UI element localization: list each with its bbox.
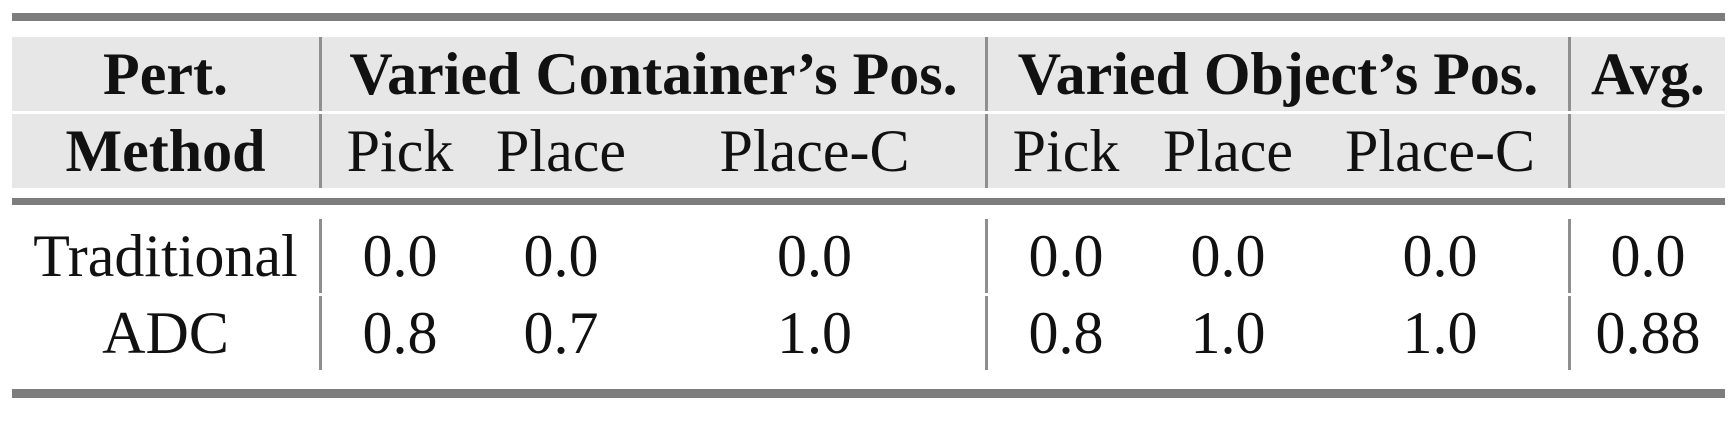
avg-value-cell: 0.0 [1571,219,1725,293]
header-cell-object-group: Varied Object’s Pos. [988,37,1571,111]
value-cell: 0.8 [322,296,478,370]
method-cell: Traditional [12,219,322,293]
bottom-rule [12,389,1725,398]
value-cell: 0.0 [1144,219,1312,293]
header-cell-container-group: Varied Container’s Pos. [322,37,988,111]
subheader-cell-place-1: Place [478,114,644,188]
middle-rule [12,198,1725,205]
table-row-traditional: Traditional 0.0 0.0 0.0 0.0 0.0 0.0 0.0 [12,219,1725,293]
value-cell: 0.0 [988,219,1144,293]
table-header: Pert. Varied Container’s Pos. Varied Obj… [12,34,1725,191]
value-cell: 1.0 [1144,296,1312,370]
subheader-cell-pick-2: Pick [988,114,1144,188]
value-cell: 0.7 [478,296,644,370]
subheader-cell-place-c-1: Place-C [644,114,988,188]
subheader-cell-place-2: Place [1144,114,1312,188]
header-cell-avg-spacer [1571,114,1725,188]
value-cell: 1.0 [644,296,988,370]
value-cell: 1.0 [1312,296,1571,370]
results-table-figure: Pert. Varied Container’s Pos. Varied Obj… [12,13,1725,398]
avg-value-cell: 0.88 [1571,296,1725,370]
value-cell: 0.8 [988,296,1144,370]
header-row-subcolumns: Method Pick Place Place-C Pick Place Pla… [12,114,1725,188]
header-cell-method: Method [12,114,322,188]
header-cell-pert: Pert. [12,37,322,111]
value-cell: 0.0 [1312,219,1571,293]
value-cell: 0.0 [644,219,988,293]
method-cell: ADC [12,296,322,370]
subheader-cell-place-c-2: Place-C [1312,114,1571,188]
table-row-adc: ADC 0.8 0.7 1.0 0.8 1.0 1.0 0.88 [12,296,1725,370]
table-body: Traditional 0.0 0.0 0.0 0.0 0.0 0.0 0.0 … [12,216,1725,373]
header-cell-avg: Avg. [1571,37,1725,111]
value-cell: 0.0 [322,219,478,293]
top-rule [12,13,1725,21]
header-row-groups: Pert. Varied Container’s Pos. Varied Obj… [12,37,1725,111]
value-cell: 0.0 [478,219,644,293]
subheader-cell-pick-1: Pick [322,114,478,188]
